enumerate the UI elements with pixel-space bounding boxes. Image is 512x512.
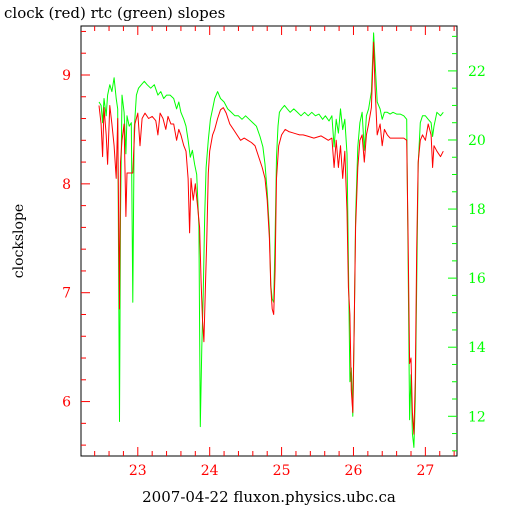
right-tick-label: 22 (468, 64, 486, 80)
right-tick-label: 18 (468, 202, 486, 218)
clock-series-line (98, 41, 444, 435)
x-tick-label: 27 (416, 463, 434, 479)
right-tick-label: 16 (468, 271, 486, 287)
y-axis-label: clockslope (11, 204, 27, 278)
rtc-series-line (98, 32, 444, 448)
axis-ticks (81, 26, 457, 456)
tick-labels: 6 7 8 9 12 14 16 18 20 22 23 24 25 26 27 (62, 64, 486, 479)
plot-frame (80, 25, 458, 457)
x-tick-label: 26 (345, 463, 363, 479)
x-tick-label: 24 (201, 463, 219, 479)
right-tick-label: 12 (468, 409, 486, 425)
left-tick-label: 8 (62, 177, 71, 193)
x-axis-label: 2007-04-22 fluxon.physics.ubc.ca (142, 488, 396, 506)
right-tick-label: 20 (468, 133, 486, 149)
x-tick-label: 25 (273, 463, 291, 479)
series-layer (98, 32, 444, 448)
left-tick-label: 6 (62, 395, 71, 411)
left-tick-label: 7 (62, 286, 71, 302)
right-tick-label: 14 (468, 340, 486, 356)
left-tick-label: 9 (62, 68, 71, 84)
x-tick-label: 23 (129, 463, 147, 479)
chart-title: clock (red) rtc (green) slopes (4, 4, 225, 22)
